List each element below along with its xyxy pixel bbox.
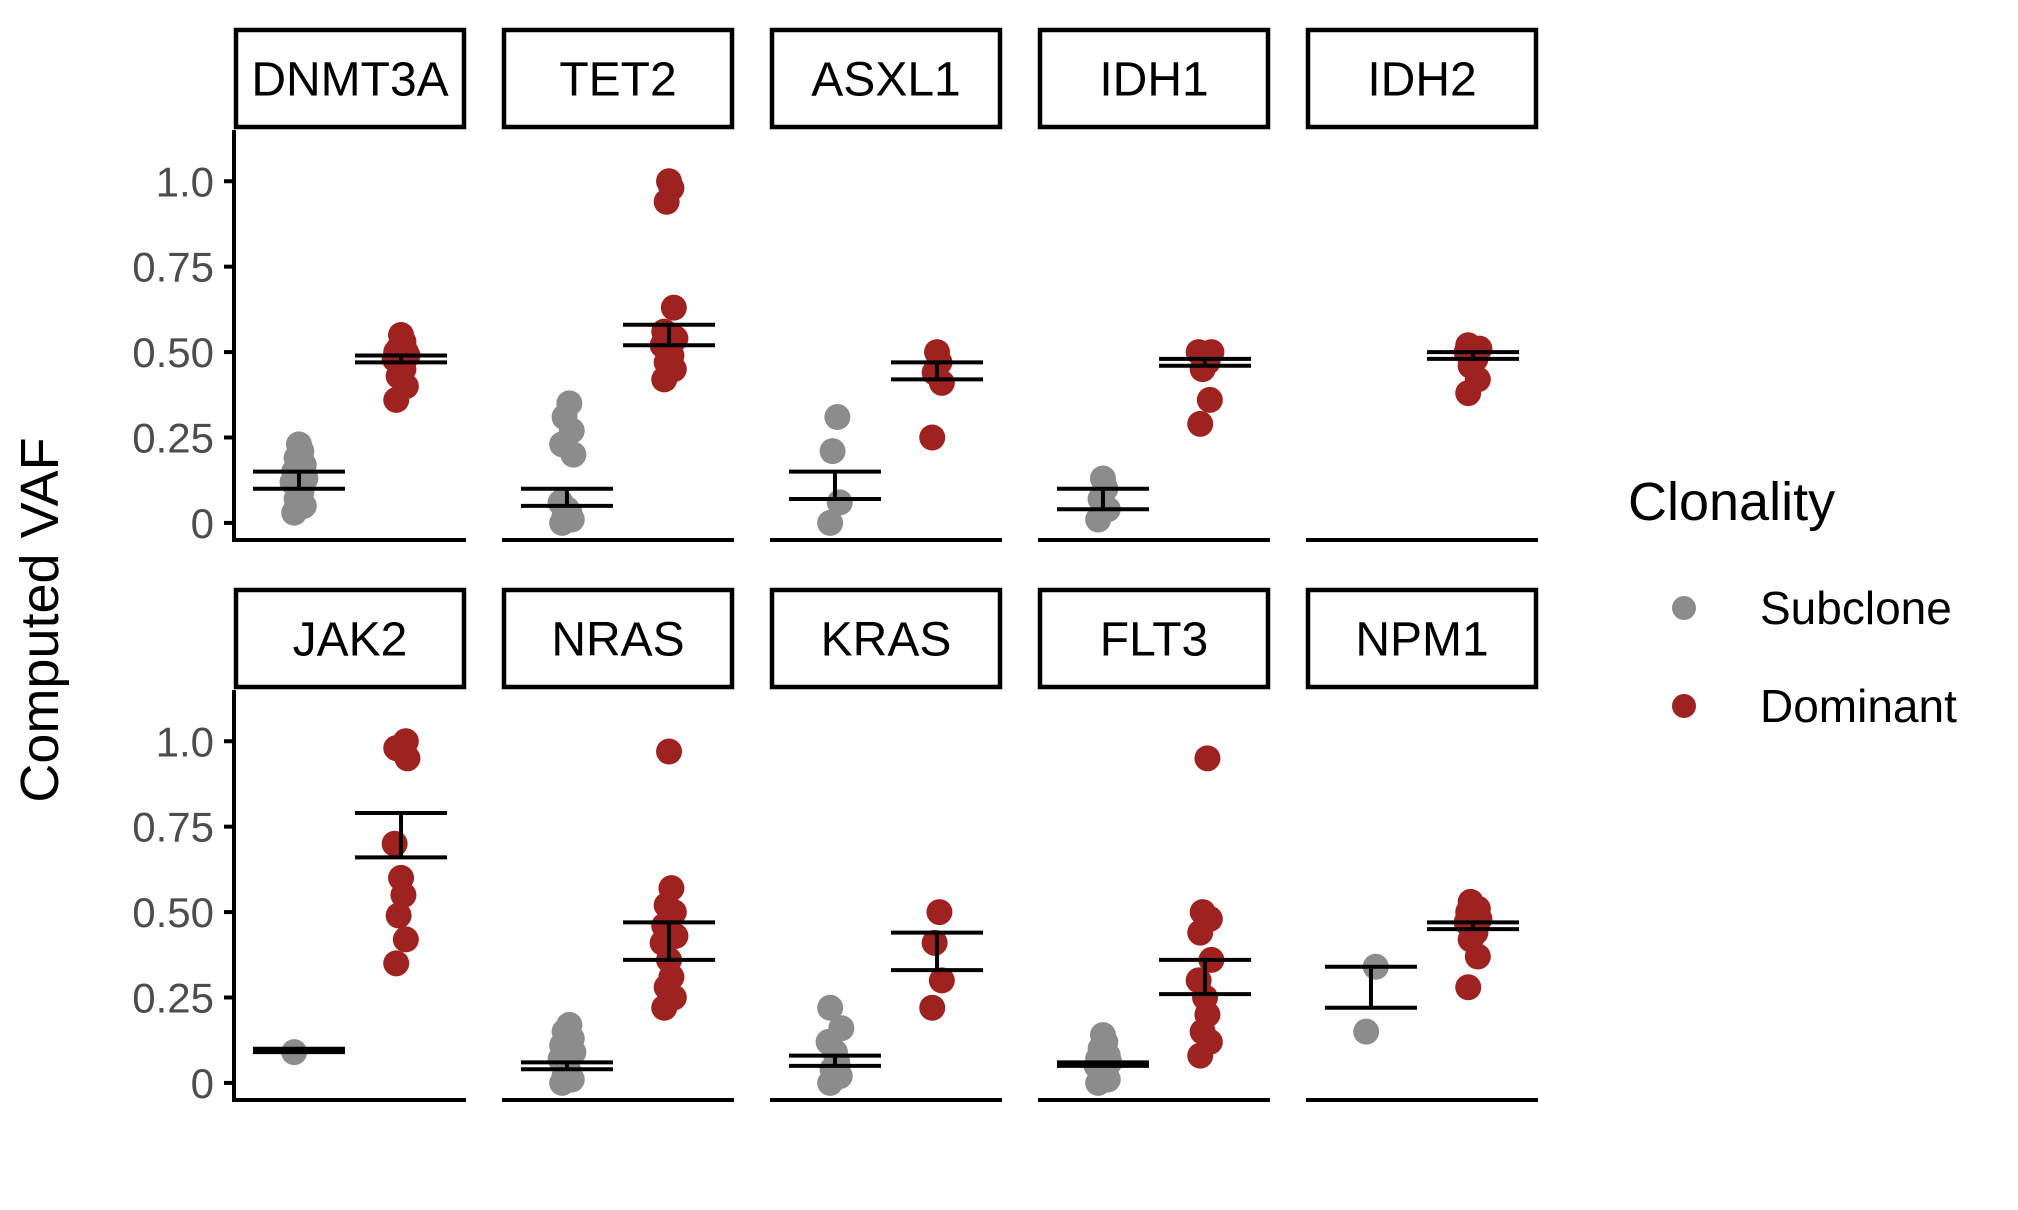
point-dominant — [1457, 888, 1484, 915]
point-dominant — [392, 728, 419, 755]
strip-npm1 — [1305, 587, 1539, 690]
legend-title: Clonality — [1628, 472, 1835, 532]
legend-key-dominant — [1672, 694, 1696, 718]
point-subclone — [826, 489, 853, 516]
panel-tet2: TET2 — [501, 27, 735, 542]
panel-idh2: IDH2 — [1305, 27, 1539, 542]
point-subclone — [828, 1015, 855, 1042]
legend-label-subclone: Subclone — [1760, 582, 1952, 634]
strip-asxl1 — [769, 27, 1003, 130]
point-dominant — [383, 950, 410, 977]
panel-flt3: FLT3 — [1037, 587, 1271, 1102]
strip-idh1 — [1037, 27, 1271, 130]
y-tick-label: 0.75 — [132, 244, 214, 291]
strip-jak2 — [233, 587, 467, 690]
point-dominant — [1455, 974, 1482, 1001]
point-subclone — [285, 431, 312, 458]
strip-idh2 — [1305, 27, 1539, 130]
strip-dnmt3a — [233, 27, 467, 130]
point-dominant — [385, 902, 412, 929]
panel-jak2: JAK2 0 0.25 0.50 0.75 1.0 — [132, 587, 467, 1107]
point-dominant — [1187, 410, 1214, 437]
point-dominant — [1196, 386, 1223, 413]
point-subclone — [556, 1011, 583, 1038]
strip-label-kras: KRAS — [821, 614, 952, 667]
panels-layer: DNMT3A 0 0.25 0.50 0.75 1.0 TET2 ASXL1 IDH1 IDH2 J… — [132, 27, 1539, 1107]
point-subclone — [817, 509, 844, 536]
y-tick-label: 0.50 — [132, 889, 214, 936]
point-dominant — [919, 994, 946, 1021]
strip-tet2 — [501, 27, 735, 130]
panel-dnmt3a: DNMT3A 0 0.25 0.50 0.75 1.0 — [132, 27, 467, 547]
point-subclone — [824, 404, 851, 430]
point-dominant — [928, 967, 955, 994]
y-tick-label: 0.25 — [132, 415, 214, 462]
point-subclone — [547, 489, 574, 516]
point-subclone — [817, 994, 844, 1021]
strip-label-idh2: IDH2 — [1367, 54, 1476, 107]
strip-label-dnmt3a: DNMT3A — [251, 54, 448, 107]
point-dominant — [924, 339, 951, 366]
y-tick-label: 0.50 — [132, 329, 214, 376]
point-subclone — [1089, 465, 1116, 492]
point-dominant — [658, 875, 685, 902]
point-dominant — [660, 294, 687, 321]
y-tick-label: 1.0 — [156, 158, 214, 205]
strip-label-jak2: JAK2 — [293, 614, 408, 667]
point-dominant — [381, 830, 408, 857]
strip-label-npm1: NPM1 — [1355, 614, 1488, 667]
point-dominant — [388, 322, 415, 348]
point-dominant — [1189, 899, 1216, 926]
point-subclone — [1089, 1022, 1116, 1049]
point-dominant — [388, 864, 415, 891]
point-dominant — [919, 424, 946, 451]
y-tick-label: 0 — [191, 1060, 214, 1107]
strip-flt3 — [1037, 587, 1271, 690]
legend-label-dominant: Dominant — [1760, 680, 1957, 732]
point-subclone — [819, 438, 846, 465]
panel-kras: KRAS — [769, 587, 1003, 1102]
y-axis-title: Computed VAF — [10, 437, 70, 802]
point-dominant — [656, 738, 683, 765]
point-dominant — [1194, 745, 1221, 772]
y-tick-label: 0.25 — [132, 975, 214, 1022]
point-dominant — [392, 926, 419, 953]
panel-nras: NRAS — [501, 587, 735, 1102]
point-dominant — [921, 929, 948, 956]
point-dominant — [1198, 339, 1225, 366]
panel-npm1: NPM1 — [1305, 587, 1539, 1102]
point-dominant — [926, 899, 953, 926]
point-subclone — [556, 390, 583, 417]
y-tick-label: 0 — [191, 500, 214, 547]
legend: Clonality Subclone Dominant — [1628, 472, 1957, 732]
point-dominant — [651, 318, 678, 345]
strip-label-flt3: FLT3 — [1100, 614, 1208, 667]
strip-label-tet2: TET2 — [559, 54, 676, 107]
legend-key-subclone — [1672, 596, 1696, 620]
strip-label-nras: NRAS — [551, 614, 684, 667]
panel-idh1: IDH1 — [1037, 27, 1271, 542]
strip-nras — [501, 587, 735, 690]
y-tick-label: 1.0 — [156, 718, 214, 765]
point-subclone — [1353, 1018, 1380, 1045]
point-dominant — [1455, 332, 1482, 359]
y-tick-label: 0.75 — [132, 804, 214, 851]
strip-kras — [769, 587, 1003, 690]
point-dominant — [656, 168, 683, 195]
strip-label-asxl1: ASXL1 — [811, 54, 960, 107]
panel-asxl1: ASXL1 — [769, 27, 1003, 542]
strip-label-idh1: IDH1 — [1099, 54, 1208, 107]
